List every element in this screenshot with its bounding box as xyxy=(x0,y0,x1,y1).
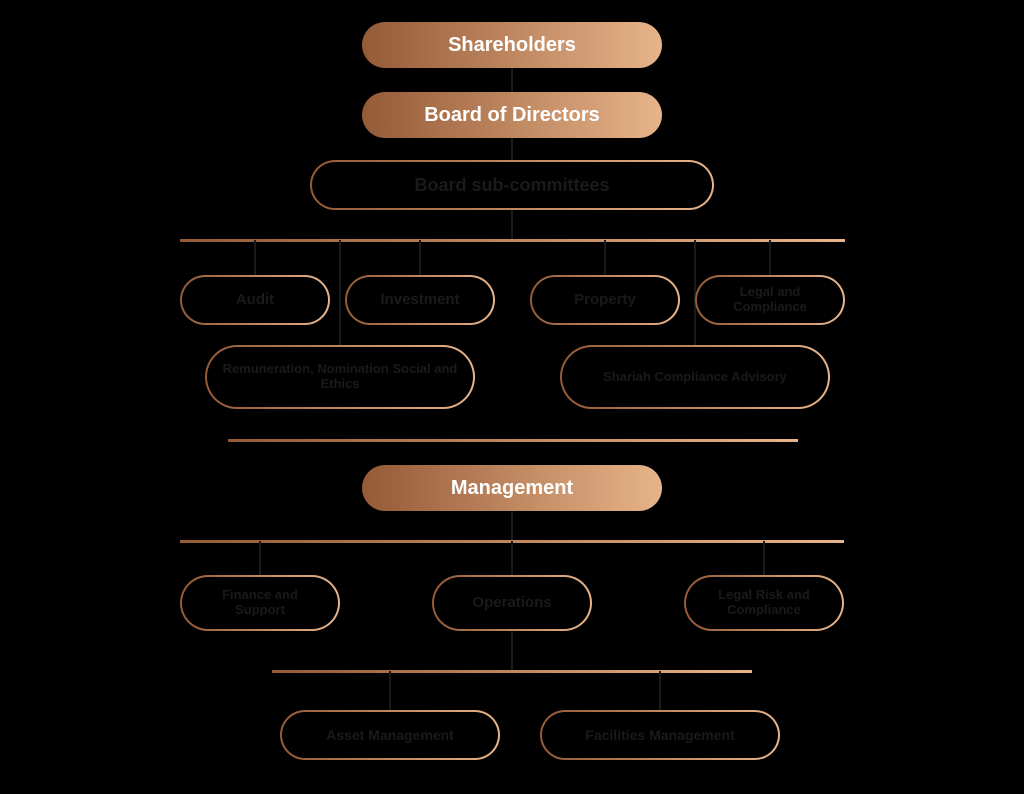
connector xyxy=(254,240,256,275)
node-investment: Investment xyxy=(345,275,495,325)
node-finance: Finance and Support xyxy=(180,575,340,631)
connector xyxy=(511,631,513,671)
connector xyxy=(604,240,606,275)
connector xyxy=(180,239,845,242)
connector xyxy=(659,671,661,710)
connector xyxy=(228,439,798,442)
node-shareholders: Shareholders xyxy=(362,22,662,68)
connector xyxy=(272,670,752,673)
connector xyxy=(511,68,513,92)
node-asset: Asset Management xyxy=(280,710,500,760)
node-legal: Legal and Compliance xyxy=(695,275,845,325)
connector xyxy=(259,541,261,575)
connector xyxy=(511,138,513,160)
connector xyxy=(511,210,513,240)
connector xyxy=(389,671,391,710)
connector xyxy=(511,541,513,575)
connector xyxy=(511,511,513,541)
connector xyxy=(763,541,765,575)
node-remun: Remuneration, Nomination Social and Ethi… xyxy=(205,345,475,409)
node-management: Management xyxy=(362,465,662,511)
connector xyxy=(769,240,771,275)
connector xyxy=(339,240,341,345)
org-chart: Shareholders Board of Directors Board sub-… xyxy=(0,0,1024,794)
node-operations: Operations xyxy=(432,575,592,631)
node-shariah: Shariah Compliance Advisory xyxy=(560,345,830,409)
node-legalrisk: Legal Risk and Compliance xyxy=(684,575,844,631)
node-audit: Audit xyxy=(180,275,330,325)
node-board: Board of Directors xyxy=(362,92,662,138)
node-subcommittees: Board sub-committees xyxy=(310,160,714,210)
node-facilities: Facilities Management xyxy=(540,710,780,760)
connector xyxy=(419,240,421,275)
node-property: Property xyxy=(530,275,680,325)
